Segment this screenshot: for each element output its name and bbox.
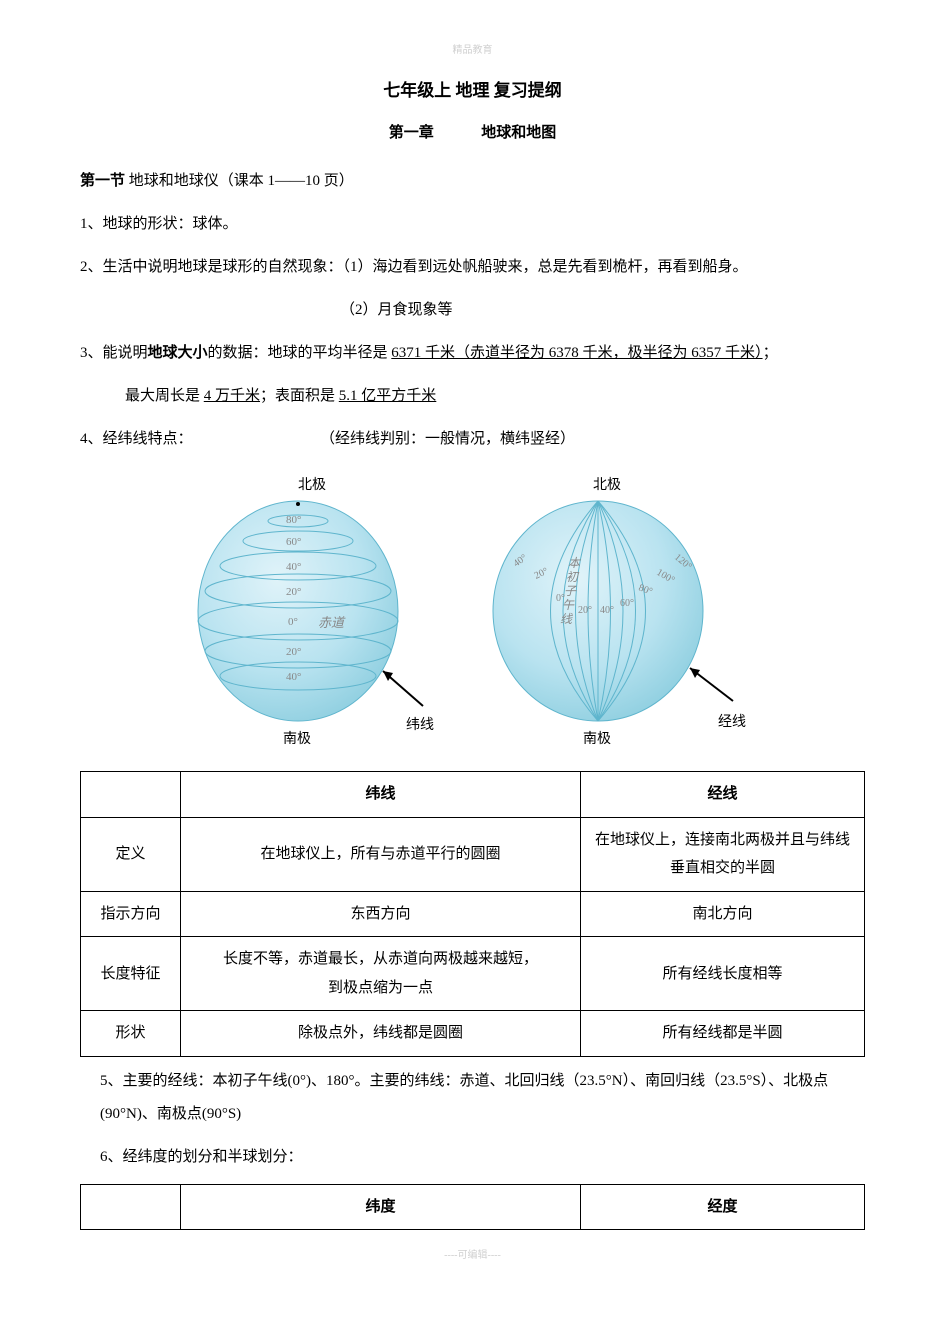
globe-diagrams: 北极 80° 60° 40° 20° 0° 赤道 20° 40° 纬线 南极	[80, 471, 865, 751]
point-5: 5、主要的经线：本初子午线(0°)、180°。主要的纬线：赤道、北回归线（23.…	[80, 1065, 865, 1131]
chapter-heading: 第一章 地球和地图	[80, 117, 865, 150]
t1-h1	[81, 772, 181, 818]
p3-d: ；	[763, 345, 778, 361]
globe1-right-label: 纬线	[406, 717, 434, 733]
globe2-bottom-label: 南极	[583, 731, 611, 747]
watermark-top: 精品教育	[80, 40, 865, 62]
t1-r4c2: 除极点外，纬线都是圆圈	[181, 1011, 581, 1057]
lat-60: 60°	[286, 536, 301, 548]
t2-h3: 经度	[581, 1184, 865, 1230]
table-row: 纬度 经度	[81, 1184, 865, 1230]
point-3-line1: 3、能说明地球大小的数据：地球的平均半径是 6371 千米（赤道半径为 6378…	[80, 337, 865, 370]
p3-u1: 6371 千米（赤道半径为 6378 千米，极半径为 6357 千米）	[391, 345, 762, 361]
t1-r2c1: 指示方向	[81, 891, 181, 937]
table-2: 纬度 经度	[80, 1184, 865, 1231]
t1-r2c2: 东西方向	[181, 891, 581, 937]
lat-40s: 40°	[286, 671, 301, 683]
table-row: 形状 除极点外，纬线都是圆圈 所有经线都是半圆	[81, 1011, 865, 1057]
table-row: 指示方向 东西方向 南北方向	[81, 891, 865, 937]
t2-h1	[81, 1184, 181, 1230]
globe2-right-label: 经线	[718, 714, 746, 730]
globe1-top-label: 北极	[298, 477, 326, 493]
globe1-bottom-label: 南极	[283, 731, 311, 747]
section-1-rest: 地球和地球仪（课本 1——10 页）	[125, 173, 354, 189]
t1-h3: 经线	[581, 772, 865, 818]
point-4: 4、经纬线特点： （经纬线判别：一般情况，横纬竖经）	[80, 423, 865, 456]
globe-latitude: 北极 80° 60° 40° 20° 0° 赤道 20° 40° 纬线 南极	[188, 471, 448, 751]
p3-c: 的数据：地球的平均半径是	[208, 345, 392, 361]
chapter-title: 地球和地图	[481, 125, 556, 141]
t1-r1c1: 定义	[81, 817, 181, 891]
lon-20e: 20°	[578, 605, 592, 616]
globe2-top-label: 北极	[593, 477, 621, 493]
t1-r3c2: 长度不等，赤道最长，从赤道向两极越来越短， 到极点缩为一点	[181, 937, 581, 1011]
globe-longitude: 北极 40° 20° 0° 20° 40° 60° 80° 100° 120° …	[478, 471, 758, 751]
lat-20s: 20°	[286, 646, 301, 658]
lon-40e: 40°	[600, 605, 614, 616]
p3-u2: 4 万千米	[204, 388, 260, 404]
chapter-label: 第一章	[389, 125, 434, 141]
p4-paren: （经纬线判别：一般情况，横纬竖经）	[320, 431, 575, 447]
p3-u3: 5.1 亿平方千米	[339, 388, 437, 404]
point-1: 1、地球的形状：球体。	[80, 208, 865, 241]
t2-h2: 纬度	[181, 1184, 581, 1230]
section-1-bold: 第一节	[80, 173, 125, 189]
p3-l2-b: ；表面积是	[260, 388, 339, 404]
p3-b: 地球大小	[148, 345, 208, 361]
t1-r2c3: 南北方向	[581, 891, 865, 937]
page-title: 七年级上 地理 复习提纲	[80, 72, 865, 109]
table-row: 纬线 经线	[81, 772, 865, 818]
watermark-bottom: ----可编辑----	[80, 1245, 865, 1267]
table-1: 纬线 经线 定义 在地球仪上，所有与赤道平行的圆圈 在地球仪上，连接南北两极并且…	[80, 771, 865, 1057]
t1-r1c2: 在地球仪上，所有与赤道平行的圆圈	[181, 817, 581, 891]
point-2b: （2）月食现象等	[80, 294, 865, 327]
p3-l2-a: 最大周长是	[125, 388, 204, 404]
t1-r4c1: 形状	[81, 1011, 181, 1057]
lat-20: 20°	[286, 586, 301, 598]
section-1-heading: 第一节 地球和地球仪（课本 1——10 页）	[80, 165, 865, 198]
t1-r4c3: 所有经线都是半圆	[581, 1011, 865, 1057]
table-row: 定义 在地球仪上，所有与赤道平行的圆圈 在地球仪上，连接南北两极并且与纬线垂直相…	[81, 817, 865, 891]
table-row: 长度特征 长度不等，赤道最长，从赤道向两极越来越短， 到极点缩为一点 所有经线长…	[81, 937, 865, 1011]
p3-a: 3、能说明	[80, 345, 148, 361]
lat-80: 80°	[286, 514, 301, 526]
lat-40: 40°	[286, 561, 301, 573]
point-3-line2: 最大周长是 4 万千米；表面积是 5.1 亿平方千米	[80, 380, 865, 413]
t1-r1c3: 在地球仪上，连接南北两极并且与纬线垂直相交的半圆	[581, 817, 865, 891]
point-6: 6、经纬度的划分和半球划分：	[80, 1141, 865, 1174]
t1-r3c1: 长度特征	[81, 937, 181, 1011]
p4-a: 4、经纬线特点：	[80, 431, 193, 447]
equator-label: 赤道	[318, 615, 346, 630]
lat-0: 0°	[288, 616, 298, 628]
point-2a: 2、生活中说明地球是球形的自然现象：（1）海边看到远处帆船驶来，总是先看到桅杆，…	[80, 251, 865, 284]
lon-60e: 60°	[620, 598, 634, 609]
t1-r3c3: 所有经线长度相等	[581, 937, 865, 1011]
t1-h2: 纬线	[181, 772, 581, 818]
